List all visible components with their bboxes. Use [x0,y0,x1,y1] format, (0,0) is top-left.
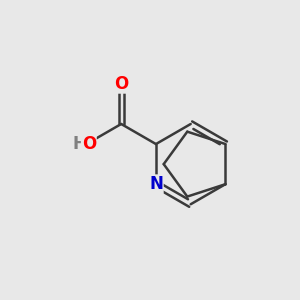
Text: O: O [82,135,96,153]
Text: H: H [72,135,86,153]
Text: O: O [114,75,128,93]
Text: N: N [149,175,163,193]
